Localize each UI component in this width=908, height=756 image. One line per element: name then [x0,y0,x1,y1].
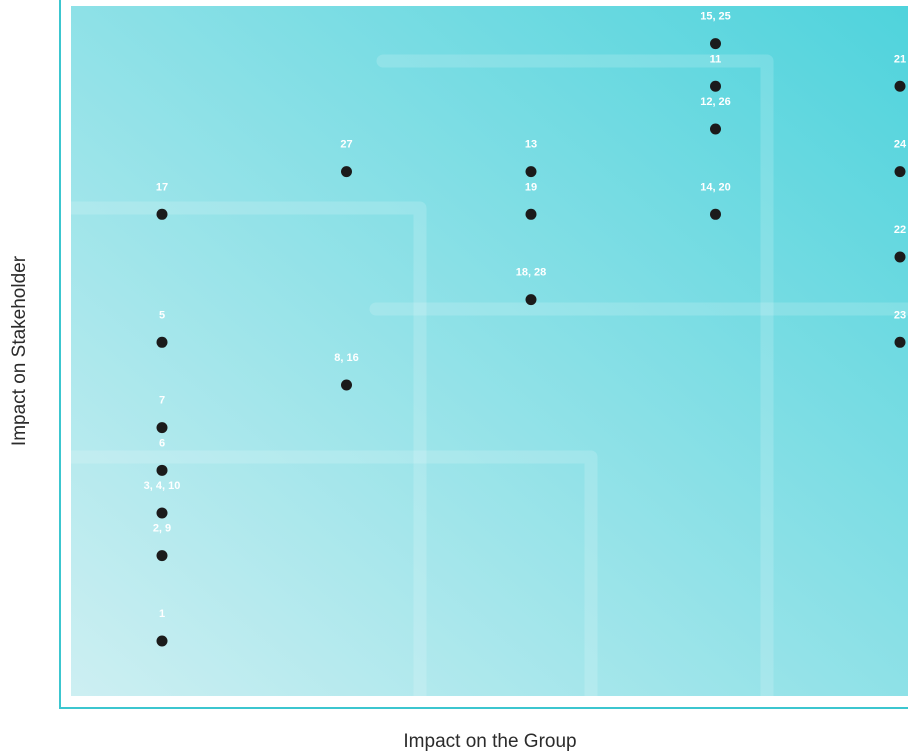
point-label: 17 [156,181,168,193]
point-marker[interactable] [710,208,721,220]
decorative-brackets [64,54,908,703]
point-marker[interactable] [156,208,168,220]
point-marker[interactable] [710,123,721,135]
point-marker[interactable] [156,464,168,476]
point-marker[interactable] [341,379,352,391]
point-label: 27 [340,139,352,151]
data-point[interactable]: 19 [525,181,537,220]
data-point[interactable]: 24 [894,139,907,178]
bracket-top-right [376,54,774,703]
plot-frame [59,0,908,709]
data-point[interactable]: 23 [894,309,906,348]
data-point[interactable]: 8, 16 [334,352,359,391]
data-point[interactable]: 18, 28 [516,267,547,306]
point-marker[interactable] [341,166,352,178]
point-marker[interactable] [525,166,537,178]
data-point[interactable]: 15, 25 [700,11,731,50]
point-label: 13 [525,139,537,151]
data-point[interactable]: 2, 9 [153,523,171,562]
data-point[interactable]: 7 [156,395,168,434]
point-marker[interactable] [894,251,906,263]
point-marker[interactable] [894,336,906,348]
point-label: 18, 28 [516,267,547,279]
data-point[interactable]: 3, 4, 10 [144,480,181,519]
point-label: 11 [710,53,722,65]
point-marker[interactable] [156,507,168,519]
point-label: 14, 20 [700,181,731,193]
data-point[interactable]: 6 [156,437,168,476]
point-marker[interactable] [156,336,168,348]
point-label: 2, 9 [153,523,171,535]
data-point[interactable]: 27 [340,139,353,178]
point-marker[interactable] [156,550,168,562]
data-point[interactable]: 13 [525,139,537,178]
point-marker[interactable] [156,422,168,434]
point-label: 8, 16 [334,352,358,364]
point-marker[interactable] [525,208,537,220]
data-point[interactable]: 21 [894,53,906,92]
point-marker[interactable] [894,80,906,92]
point-label: 19 [525,181,537,193]
y-axis-label: Impact on Stakeholder [9,255,30,446]
plot-background [71,6,908,696]
data-point[interactable]: 12, 26 [700,96,731,135]
data-point[interactable]: 14, 20 [700,181,731,220]
point-label: 24 [894,139,907,151]
data-point[interactable]: 22 [894,224,906,263]
point-label: 6 [159,437,165,449]
point-label: 1 [159,608,165,620]
point-marker[interactable] [710,80,721,92]
data-point[interactable]: 11 [710,53,722,92]
point-label: 22 [894,224,906,236]
point-marker[interactable] [710,38,721,50]
point-marker[interactable] [894,166,906,178]
data-point[interactable]: 17 [156,181,168,220]
point-label: 7 [159,395,165,407]
point-label: 21 [894,53,906,65]
point-marker[interactable] [156,635,168,647]
point-label: 12, 26 [700,96,731,108]
point-marker[interactable] [525,294,537,306]
bracket-left-lower [64,450,598,703]
data-point[interactable]: 5 [156,309,168,348]
data-point[interactable]: 1 [156,608,168,647]
bracket-left-upper [64,201,427,703]
point-label: 3, 4, 10 [144,480,181,492]
x-axis-label: Impact on the Group [403,731,576,752]
point-label: 5 [159,309,165,321]
point-label: 23 [894,309,906,321]
point-label: 15, 25 [700,11,731,23]
